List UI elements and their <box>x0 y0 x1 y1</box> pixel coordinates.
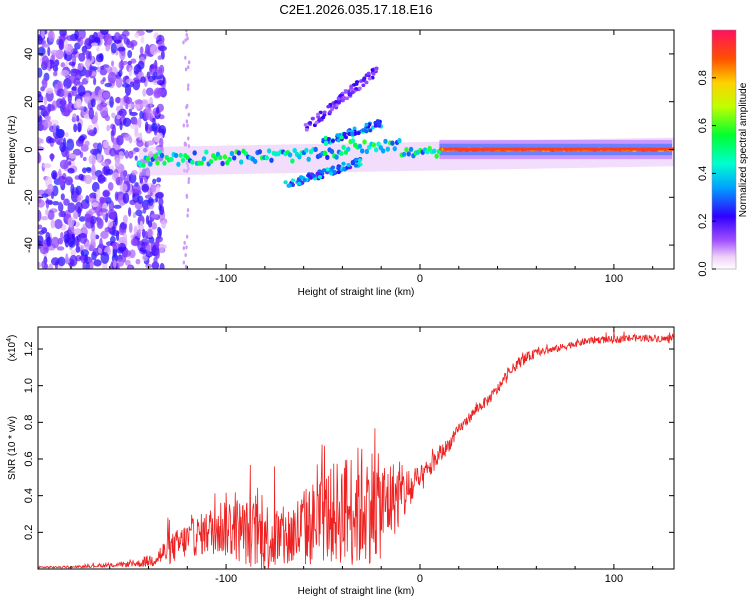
colorbar-tick-label: 0.6 <box>697 118 709 133</box>
snr-xtick-label: 0 <box>417 573 423 585</box>
page-title: C2E1.2026.035.17.18.E16 <box>279 2 432 17</box>
colorbar: 0.0 0.2 0.4 0.6 0.8 Normalized spectral ampl… <box>697 29 749 277</box>
snr-frame <box>37 326 675 570</box>
spectrogram-xtick-label: 0 <box>417 273 423 285</box>
spectrogram-ytick-label: 20 <box>23 96 35 108</box>
colorbar-tick-label: 0.0 <box>697 261 709 276</box>
spectrogram-image <box>38 30 674 269</box>
snr-ylabel: SNR (10 * v/v) <box>7 416 18 480</box>
snr-xtick-label: 100 <box>605 573 623 585</box>
snr-ytick-label: 0.8 <box>23 415 35 430</box>
colorbar-ticks: 0.0 0.2 0.4 0.6 0.8 <box>697 70 716 277</box>
spectrogram-ytick-label: -40 <box>23 237 35 253</box>
spectrogram-ytick-label: -20 <box>23 189 35 205</box>
spectrogram-ytick-label: 0 <box>23 146 35 152</box>
snr-multiplier: (x104) <box>6 335 18 362</box>
spectrogram-panel: -100 0 100 -40 -20 0 20 40 Height of straight l… <box>7 29 675 298</box>
spectrogram-ylabel: Frequency (Hz) <box>7 116 18 185</box>
colorbar-label: Normalized spectral amplitude <box>738 82 749 217</box>
snr-panel: -100 0 100 0.2 0.4 0.6 0.8 1.0 1.2 Height of str… <box>6 326 675 597</box>
snr-ytick-label: 0.4 <box>23 488 35 503</box>
snr-xlabel: Height of straight line (km) <box>298 586 415 597</box>
spectrogram-xtick-label: 100 <box>605 273 623 285</box>
snr-ytick-label: 0.6 <box>23 451 35 466</box>
spectrogram-axes: -100 0 100 -40 -20 0 20 40 <box>23 30 674 285</box>
snr-ytick-label: 1.2 <box>23 341 35 356</box>
spectrogram-ytick-label: 40 <box>23 48 35 60</box>
spectrogram-xtick-label: -100 <box>215 273 237 285</box>
snr-ytick-label: 1.0 <box>23 378 35 393</box>
colorbar-tick-label: 0.4 <box>697 166 709 181</box>
colorbar-gradient <box>711 29 737 270</box>
snr-series-line <box>38 330 674 569</box>
colorbar-tick-label: 0.8 <box>697 70 709 85</box>
colorbar-tick-label: 0.2 <box>697 214 709 229</box>
snr-ytick-label: 0.2 <box>23 525 35 540</box>
snr-xtick-label: -100 <box>215 573 237 585</box>
snr-axes: -100 0 100 0.2 0.4 0.6 0.8 1.0 1.2 <box>23 327 674 585</box>
spectrogram-xlabel: Height of straight line (km) <box>298 287 415 298</box>
